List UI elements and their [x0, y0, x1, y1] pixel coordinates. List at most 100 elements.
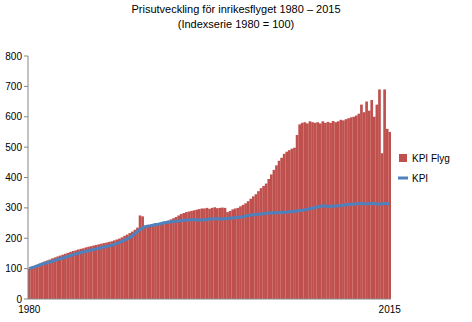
bar [36, 265, 39, 299]
title: Prisutveckling för inrikesflyget 1980 – … [131, 3, 340, 15]
bar [350, 117, 353, 299]
bar [164, 222, 167, 299]
y-tick [24, 299, 28, 300]
bar [105, 243, 108, 299]
bar [270, 174, 273, 299]
bar [113, 240, 116, 299]
bar [376, 105, 379, 299]
bar [365, 102, 368, 299]
bar [332, 121, 335, 299]
bar [118, 239, 121, 299]
bar [226, 212, 229, 299]
bar [157, 225, 160, 299]
bar [275, 165, 278, 299]
bar [100, 244, 103, 299]
bar [159, 223, 162, 299]
bar [345, 119, 348, 299]
bar [296, 135, 299, 299]
bar [51, 258, 54, 299]
bar [82, 248, 85, 299]
y-tick [24, 116, 28, 117]
bar [252, 196, 255, 299]
bar [383, 89, 386, 299]
bar [293, 148, 296, 299]
y-tick [24, 268, 28, 269]
bar [381, 153, 384, 299]
x-tick-label: 1980 [18, 304, 41, 315]
legend-label: KPI Flyg [412, 153, 450, 164]
y-tick [24, 238, 28, 239]
y-tick-label: 200 [5, 233, 22, 244]
line [29, 204, 389, 269]
bar [31, 267, 34, 299]
bar [352, 117, 355, 299]
bar [134, 230, 137, 299]
bar [180, 214, 183, 299]
bar [123, 236, 126, 299]
bar [388, 132, 391, 299]
bar [378, 89, 381, 299]
bar [198, 209, 201, 299]
bar [146, 227, 149, 299]
bar [265, 184, 268, 299]
bar [342, 120, 345, 299]
bar [314, 123, 317, 299]
bar [177, 215, 180, 299]
bar [116, 239, 119, 299]
y-tick [24, 177, 28, 178]
bar [190, 211, 193, 299]
y-tick [24, 56, 28, 57]
chart: Prisutveckling för inrikesflyget 1980 – … [0, 0, 472, 322]
bar [126, 235, 129, 299]
bar [329, 123, 332, 299]
bar [203, 208, 206, 299]
bar [257, 191, 260, 299]
bar [54, 257, 57, 299]
y-tick-label: 0 [16, 294, 22, 305]
bar [128, 233, 131, 299]
bar [72, 251, 75, 299]
bar [95, 245, 98, 299]
bar [79, 249, 82, 299]
bar [59, 256, 62, 299]
bar [108, 242, 111, 299]
bar [92, 246, 95, 299]
subtitle: (Indexserie 1980 = 100) [178, 18, 295, 30]
legend-swatch [399, 154, 407, 162]
bar [43, 261, 46, 299]
legend-label: KPI [412, 173, 428, 184]
bar [239, 206, 242, 299]
bar [49, 260, 52, 299]
bar [195, 210, 198, 299]
bar [231, 209, 234, 299]
y-tick-label: 700 [5, 81, 22, 92]
bar [273, 170, 276, 299]
bar [121, 237, 124, 299]
bar [347, 118, 350, 299]
bar [152, 225, 155, 299]
bar [216, 208, 219, 299]
bar [64, 254, 67, 299]
bar [193, 210, 196, 299]
bar [98, 244, 101, 299]
y-tick-label: 400 [5, 172, 22, 183]
bar [267, 179, 270, 299]
bar [360, 105, 363, 299]
bar [237, 208, 240, 299]
bar [167, 221, 170, 299]
bar [154, 224, 157, 299]
bar [185, 212, 188, 299]
bar [38, 264, 41, 299]
bar [87, 247, 90, 299]
bar [175, 217, 178, 299]
bar [67, 253, 70, 299]
bar [255, 194, 258, 299]
bar [288, 150, 291, 299]
bar [211, 208, 214, 299]
bar [337, 121, 340, 299]
bar [306, 123, 309, 299]
y-tick-label: 500 [5, 142, 22, 153]
bar [319, 123, 322, 299]
y-tick-label: 600 [5, 111, 22, 122]
bar [242, 205, 245, 299]
